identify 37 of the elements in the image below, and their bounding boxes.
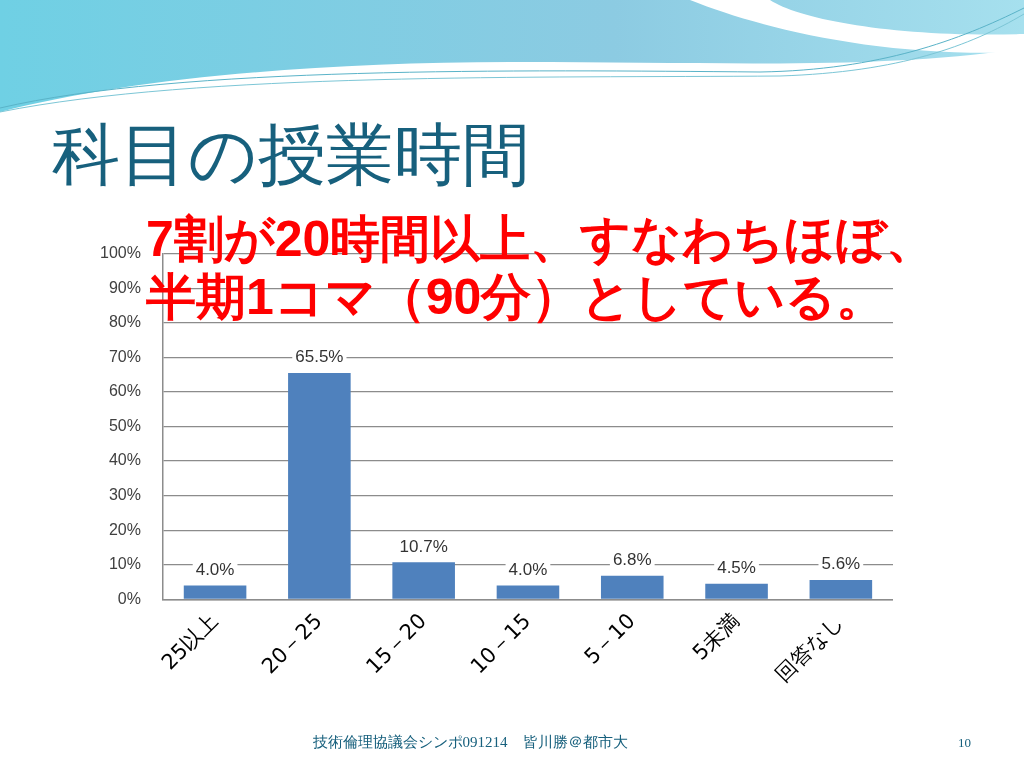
- bar: [809, 580, 873, 599]
- x-tick-label: 25以上: [156, 608, 223, 675]
- bar: [705, 583, 768, 599]
- x-tick-label: 15－20: [361, 608, 432, 679]
- text: 10: [958, 735, 971, 751]
- y-tick-label: 80%: [108, 313, 141, 331]
- y-tick-label: 60%: [108, 382, 141, 400]
- x-tick-label: 20－25: [257, 608, 327, 679]
- annotation: 7割が20時間以上、すなわちほぼ、: [146, 211, 937, 267]
- y-tick-label: 10%: [108, 555, 141, 573]
- x-tick-label: 10－15: [465, 608, 536, 679]
- y-tick-label: 100%: [100, 244, 141, 262]
- y-tick-label: 70%: [108, 347, 141, 365]
- y-tick-label: 90%: [108, 278, 141, 296]
- y-tick-label: 30%: [108, 486, 141, 504]
- x-tick-label: 5－10: [579, 608, 640, 669]
- y-tick-label: 50%: [108, 416, 141, 434]
- data-label: 4.0%: [508, 559, 548, 579]
- data-label: 6.8%: [612, 550, 652, 570]
- chart-title: 科目の授業時間: [52, 115, 530, 194]
- bar: [600, 575, 664, 599]
- data-label: 4.5%: [717, 558, 756, 577]
- bar: [183, 585, 247, 599]
- data-label: 5.6%: [821, 554, 861, 574]
- annotation: 半期1コマ（90分）としている。: [146, 269, 887, 325]
- y-tick-label: 20%: [108, 520, 141, 538]
- text: 技術倫理協議会シンポ091214 皆川勝＠都市大: [312, 734, 628, 751]
- x-tick-label: 回答なし: [770, 608, 849, 687]
- y-tick-label: 0%: [117, 589, 141, 607]
- bar: [496, 585, 560, 599]
- bar: [288, 372, 351, 599]
- x-tick-label: 5未満: [687, 608, 744, 665]
- y-tick-label: 40%: [108, 451, 141, 469]
- data-label: 4.0%: [195, 559, 235, 579]
- data-label: 65.5%: [295, 347, 344, 367]
- data-label: 10.7%: [399, 536, 448, 556]
- bar: [392, 562, 455, 599]
